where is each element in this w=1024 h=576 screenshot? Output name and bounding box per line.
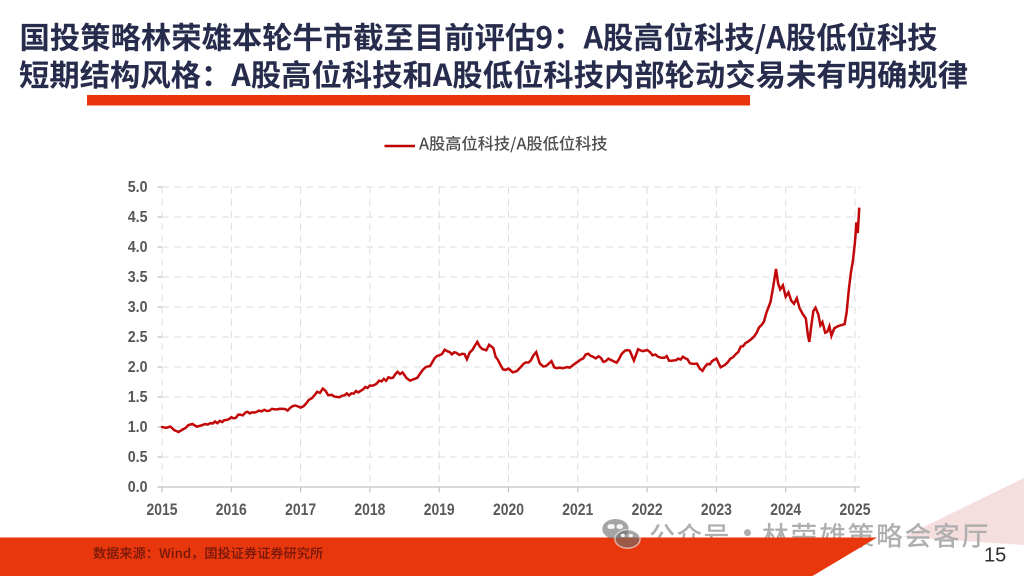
svg-text:0.5: 0.5	[128, 449, 148, 466]
svg-text:2025: 2025	[840, 500, 871, 519]
svg-text:4.5: 4.5	[128, 209, 148, 226]
svg-text:2022: 2022	[632, 500, 663, 519]
svg-text:15: 15	[984, 545, 1006, 567]
svg-text:1.0: 1.0	[128, 419, 148, 436]
svg-text:2015: 2015	[147, 500, 178, 519]
svg-text:0.0: 0.0	[128, 479, 148, 496]
svg-text:2017: 2017	[285, 500, 316, 519]
svg-text:2021: 2021	[562, 500, 593, 519]
svg-text:3.0: 3.0	[128, 299, 148, 316]
svg-text:2019: 2019	[424, 500, 455, 519]
svg-text:2024: 2024	[770, 500, 801, 519]
svg-text:2.0: 2.0	[128, 359, 148, 376]
svg-text:2023: 2023	[701, 500, 732, 519]
svg-text:5.0: 5.0	[128, 179, 148, 196]
svg-text:2.5: 2.5	[128, 329, 148, 346]
svg-text:4.0: 4.0	[128, 239, 148, 256]
svg-text:2018: 2018	[354, 500, 385, 519]
svg-text:1.5: 1.5	[128, 389, 148, 406]
svg-text:3.5: 3.5	[128, 269, 148, 286]
svg-text:2020: 2020	[493, 500, 524, 519]
svg-text:2016: 2016	[216, 500, 247, 519]
